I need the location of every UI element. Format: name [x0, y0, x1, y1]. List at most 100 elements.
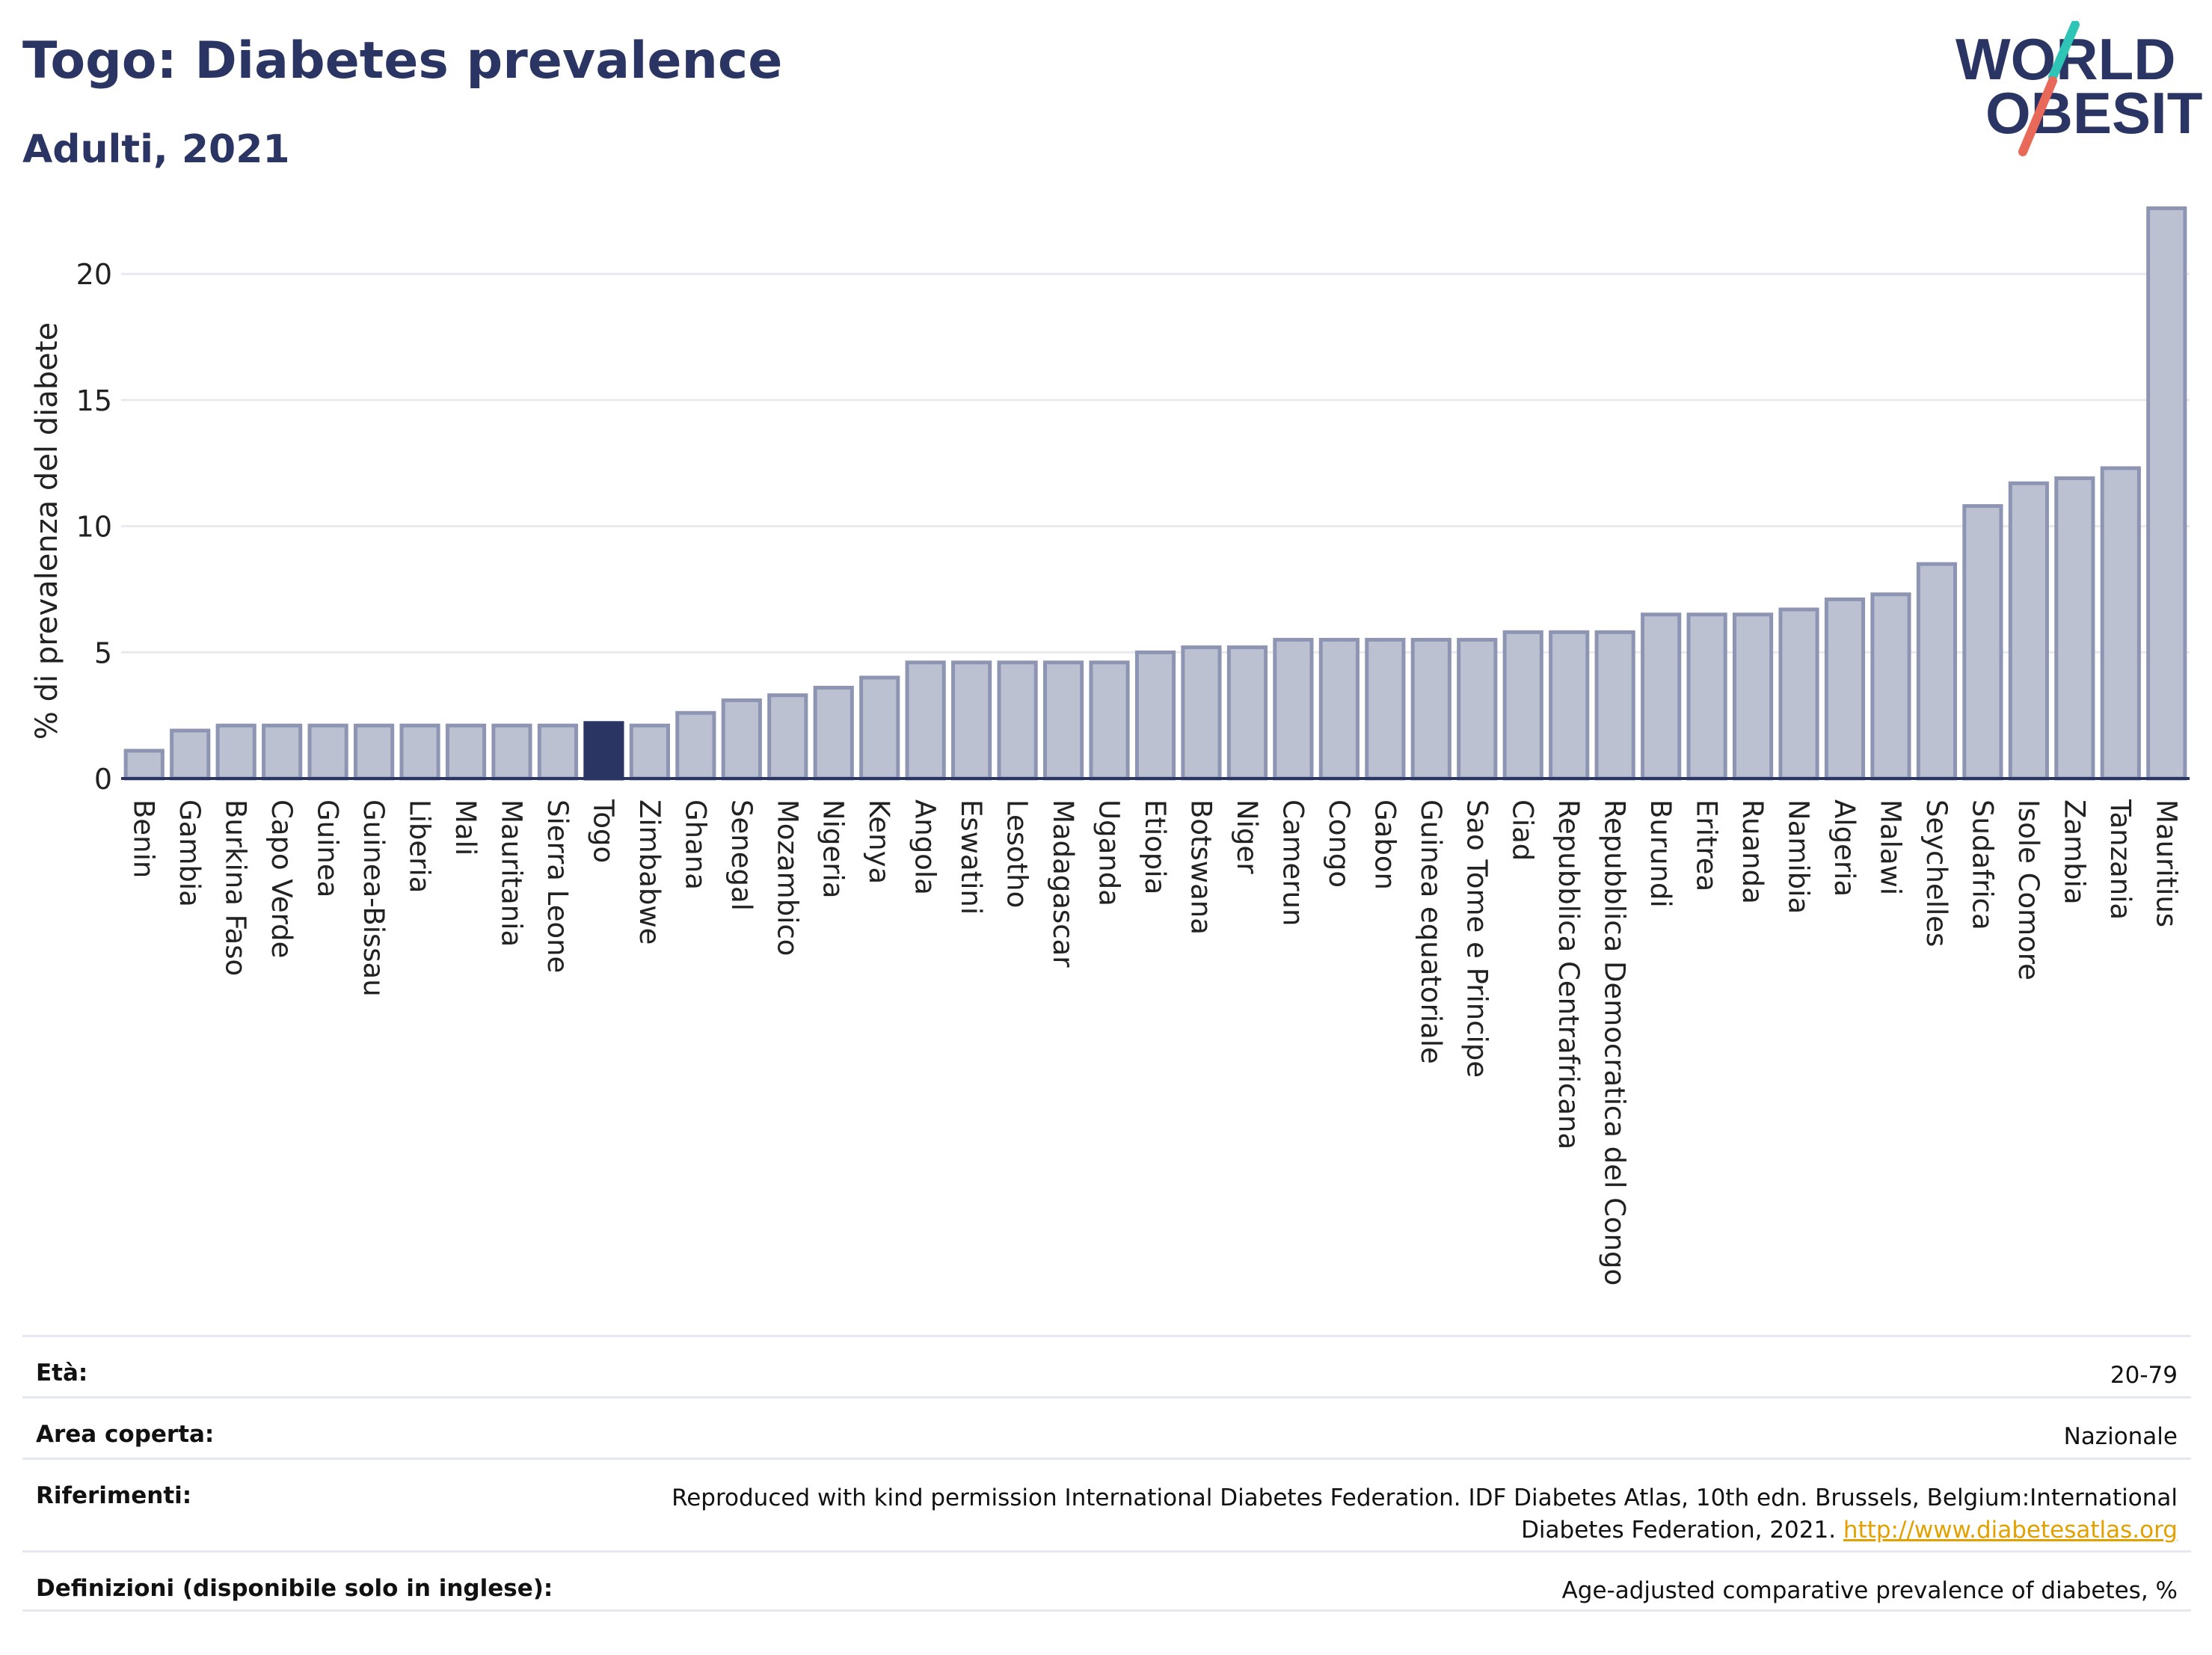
y-tick-label: 10	[76, 511, 112, 544]
y-tick-label: 0	[94, 763, 112, 796]
x-tick-label: Niger	[1231, 799, 1263, 874]
page-title: Togo: Diabetes prevalence	[22, 31, 783, 90]
info-value: 20-79	[2110, 1360, 2178, 1392]
x-tick-label: Seychelles	[1920, 799, 1953, 947]
bar[interactable]	[1594, 630, 1635, 781]
x-tick-label: Algeria	[1828, 799, 1861, 897]
bar[interactable]	[1549, 630, 1590, 781]
bar[interactable]	[1916, 562, 1958, 781]
bar[interactable]	[1732, 612, 1774, 781]
bar[interactable]	[353, 723, 395, 781]
bar[interactable]	[1410, 637, 1451, 781]
x-tick-label: Capo Verde	[265, 799, 298, 958]
bar[interactable]	[2008, 481, 2049, 781]
bar[interactable]	[813, 686, 854, 781]
bar[interactable]	[1457, 637, 1498, 781]
bar[interactable]	[1824, 597, 1866, 781]
x-tick-label: Botswana	[1185, 799, 1217, 935]
x-tick-label: Namibia	[1783, 799, 1815, 914]
x-tick-label: Uganda	[1093, 799, 1125, 906]
info-value-text: Age-adjusted comparative prevalence of d…	[1561, 1577, 2178, 1604]
bar[interactable]	[905, 660, 946, 781]
bar[interactable]	[399, 723, 440, 781]
info-value-text: 20-79	[2110, 1362, 2178, 1389]
info-row: Riferimenti: Reproduced with kind permiss…	[22, 1458, 2191, 1550]
world-obesity-logo[interactable]: WORLD OBESITY	[1948, 21, 2202, 163]
x-tick-label: Sierra Leone	[541, 799, 574, 973]
x-tick-label: Guinea	[312, 799, 344, 897]
x-tick-label: Sao Tome e Principe	[1460, 799, 1493, 1078]
bar[interactable]	[2100, 466, 2141, 781]
x-tick-label: Sudafrica	[1966, 799, 1998, 930]
bar[interactable]	[1962, 504, 2003, 781]
info-value: Age-adjusted comparative prevalence of d…	[1562, 1575, 2178, 1607]
bar[interactable]	[1089, 660, 1130, 781]
bar[interactable]	[1502, 630, 1543, 781]
x-tick-label: Liberia	[404, 799, 436, 893]
bar[interactable]	[583, 721, 624, 781]
x-tick-label: Burkina Faso	[220, 799, 252, 976]
bar-chart: 0 5 10 15 20 Benin Gambia Burkina Faso Capo Verd…	[30, 206, 2190, 1286]
bar[interactable]	[215, 723, 256, 781]
bar[interactable]	[307, 723, 348, 781]
x-tick-label: Tanzania	[2104, 799, 2136, 920]
x-tick-label: Isole Comore	[2012, 799, 2044, 980]
bar[interactable]	[262, 723, 303, 781]
x-tick-label: Camerun	[1276, 799, 1309, 926]
logo-word-obesity: OBESITY	[1985, 80, 2202, 146]
x-tick-label: Guinea equatoriale	[1415, 799, 1447, 1064]
info-label: Definizioni (disponibile solo in inglese…	[36, 1575, 553, 1602]
bar[interactable]	[1870, 592, 1911, 781]
x-tick-label: Congo	[1323, 799, 1355, 888]
info-row: Definizioni (disponibile solo in inglese…	[22, 1550, 2191, 1612]
bar[interactable]	[629, 723, 670, 781]
x-tick-label: Ruanda	[1736, 799, 1769, 904]
bar[interactable]	[1226, 645, 1268, 781]
x-tick-label: Togo	[587, 799, 619, 863]
x-tick-label: Kenya	[863, 799, 895, 884]
x-tick-label: Mauritius	[2150, 799, 2182, 927]
x-tick-label: Angola	[909, 799, 941, 895]
x-tick-label: Mauritania	[495, 799, 527, 947]
axes: 0 5 10 15 20 Benin Gambia Burkina Faso Capo Verd…	[76, 258, 2190, 1286]
y-axis-label: % di prevalenza del diabete	[30, 322, 64, 740]
bar[interactable]	[1686, 612, 1727, 781]
bar[interactable]	[1778, 607, 1819, 781]
x-tick-label: Benin	[128, 799, 160, 878]
bar[interactable]	[1273, 637, 1314, 781]
info-table: Età: 20-79 Area coperta: Nazionale Riferimen…	[22, 1335, 2191, 1612]
bar[interactable]	[1181, 645, 1222, 781]
bar[interactable]	[675, 710, 716, 781]
bar[interactable]	[1365, 637, 1406, 781]
bar[interactable]	[2054, 476, 2095, 781]
info-value-text: Reproduced with kind permission Internat…	[672, 1484, 2178, 1544]
bar[interactable]	[170, 728, 211, 781]
bar[interactable]	[1318, 637, 1360, 781]
x-tick-label: Eritrea	[1691, 799, 1723, 891]
bar[interactable]	[1134, 650, 1176, 781]
x-tick-label: Gabon	[1368, 799, 1401, 890]
x-tick-label: Eswatini	[955, 799, 987, 915]
bar[interactable]	[537, 723, 579, 781]
info-label: Età:	[36, 1360, 88, 1387]
x-tick-label: Repubblica Centrafricana	[1552, 799, 1585, 1149]
bar[interactable]	[721, 698, 762, 781]
bar[interactable]	[445, 723, 487, 781]
x-tick-label: Madagascar	[1047, 799, 1079, 968]
bar[interactable]	[123, 749, 165, 781]
y-tick-label: 5	[94, 636, 112, 669]
bar[interactable]	[491, 723, 532, 781]
x-tick-label: Zambia	[2058, 799, 2090, 905]
bar[interactable]	[951, 660, 992, 781]
bars	[123, 206, 2187, 781]
x-tick-label: Repubblica Democratica del Congo	[1599, 799, 1631, 1286]
reference-link[interactable]: http://www.diabetesatlas.org	[1843, 1517, 2178, 1544]
bar[interactable]	[1042, 660, 1084, 781]
bar[interactable]	[859, 675, 900, 781]
bar[interactable]	[2146, 206, 2187, 781]
x-tick-label: Lesotho	[1001, 799, 1033, 908]
bar[interactable]	[1641, 612, 1682, 781]
page-subtitle: Adulti, 2021	[22, 127, 290, 172]
bar[interactable]	[997, 660, 1038, 781]
bar[interactable]	[767, 693, 808, 781]
